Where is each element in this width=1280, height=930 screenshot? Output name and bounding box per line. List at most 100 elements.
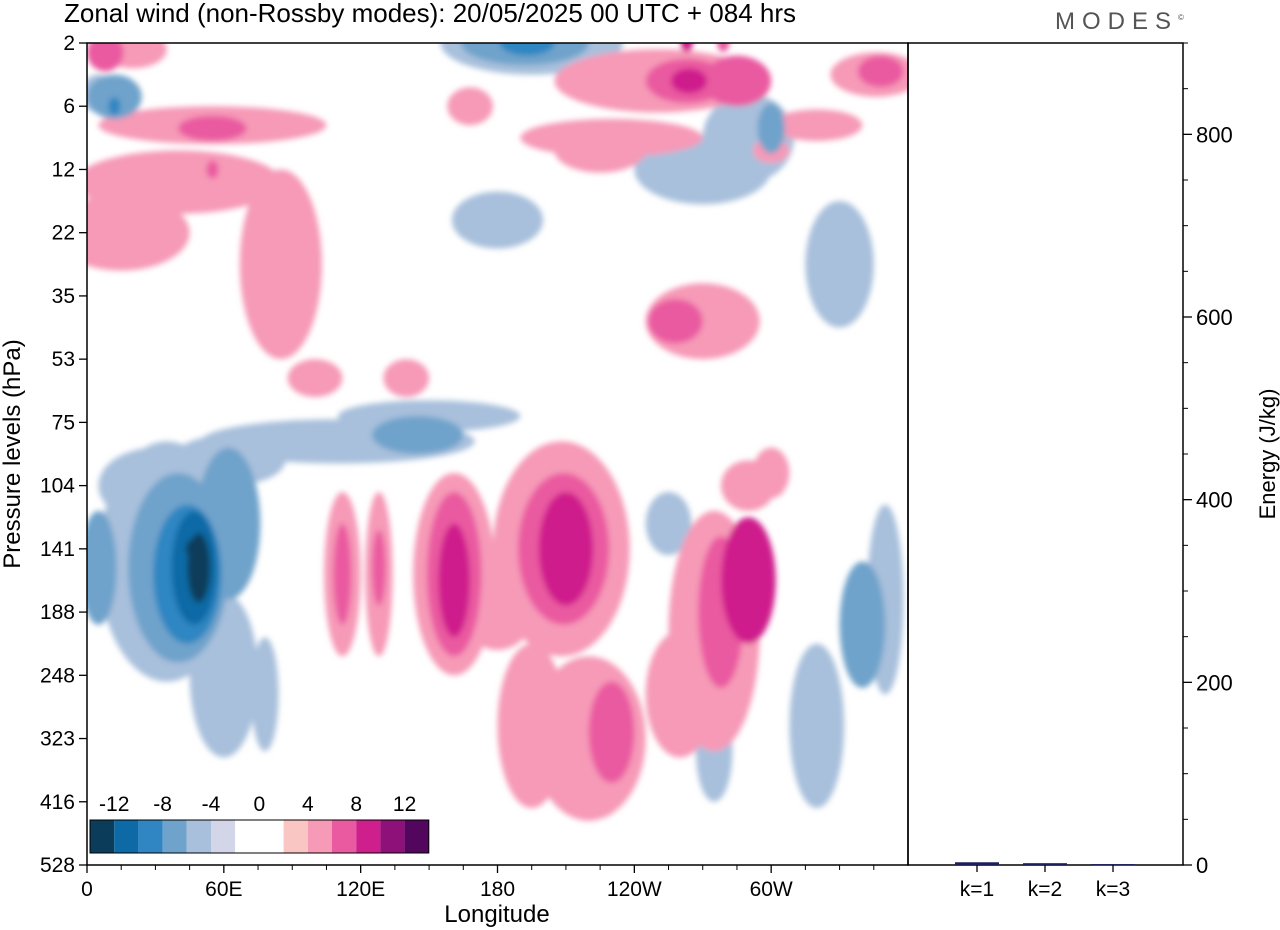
x-tick-label: 60W [750,878,793,901]
field-blobs [87,43,908,821]
axes: 0 60E 120E 180 120W 60W 2 6 12 22 35 53 75 104 141 188 2… [40,32,875,901]
energy-bar [1091,864,1135,866]
colorbar-swatch [259,820,284,853]
field-patch [857,55,904,88]
field-patch [497,643,566,809]
x-tick-label: 180 [480,878,515,901]
y-tick-label: 416 [40,791,75,814]
field-patch [805,201,874,328]
field-patch [438,523,471,638]
colorbar-swatch [162,820,187,853]
y-tick-label: 104 [40,475,75,498]
energy-bars: 0 200 400 600 800 k=1 k=2 k=3 [955,42,1233,901]
field-patch [239,169,322,360]
field-patch [702,55,772,107]
field-patch [720,460,776,511]
field-feature [521,43,534,52]
field-patch [771,109,863,142]
field-feature [206,160,219,179]
field-patch [645,631,715,758]
y-tick-label: 35 [52,285,75,308]
y-tick-label: 22 [52,222,75,245]
logo-text: MODES [1055,8,1179,35]
field-patch [757,103,785,154]
energy-bar [955,862,999,865]
colorbar: -12 -8 -4 0 4 8 12 [88,782,431,855]
y-tick-label: 188 [40,601,75,624]
colorbar-frame [89,819,430,854]
field-patch [839,561,886,688]
colorbar-swatch [235,820,260,853]
field-feature [448,539,461,558]
colorbar-label: 0 [254,793,266,816]
x-tick-label: 120E [336,878,385,901]
field-feature [108,97,121,116]
field-patch [720,517,776,644]
x-tick-label: 60E [205,878,242,901]
colorbar-label: 4 [302,793,314,816]
energy-tick-label: 0 [1196,853,1208,878]
colorbar-swatch [114,820,139,853]
colorbar-swatch [138,820,163,853]
chart-title: Zonal wind (non-Rossby modes): 20/05/202… [64,0,796,28]
y-tick-label: 323 [40,728,75,751]
colorbar-swatch [283,820,308,853]
energy-category-label: k=2 [1028,878,1062,901]
field-patch [554,128,646,173]
field-patch [178,115,247,142]
y-tick-label: 53 [52,348,75,371]
y-tick-label: 75 [52,411,75,434]
field-patch [87,43,124,72]
energy-category-label: k=1 [960,878,994,901]
colorbar-label: -12 [99,793,129,816]
x-tick-label: 120W [607,878,662,901]
y-tick-label: 2 [63,32,75,55]
colorbar-swatch [211,820,236,853]
heatmap-field [87,43,908,821]
field-patch [383,359,430,398]
field-patch [372,416,464,454]
field-feature [717,43,730,52]
energy-category-label: k=3 [1096,878,1130,901]
colorbar-swatch [356,820,381,853]
colorbar-swatch [380,820,405,853]
energy-tick-label: 800 [1196,122,1233,147]
x-tick-label: 0 [81,878,93,901]
colorbar-swatch [186,820,211,853]
field-patch [87,74,142,119]
field-feature [185,539,198,558]
energy-panel-frame [907,42,1184,866]
colorbar-label: -8 [153,793,172,816]
field-patch [251,637,279,752]
field-patch [451,191,544,249]
y-tick-label: 6 [63,95,75,118]
field-patch [447,87,493,126]
field-patch [648,299,703,344]
energy-tick-label: 400 [1196,488,1233,513]
energy-bar [1023,863,1067,865]
energy-axis-label: Energy (J/kg) [1255,389,1280,520]
energy-tick-label: 200 [1196,670,1233,695]
colorbar-label: 12 [393,793,416,816]
colorbar-label: -4 [202,793,221,816]
y-tick-label: 248 [40,664,75,687]
y-axis-label: Pressure levels (hPa) [0,339,26,568]
y-tick-label: 528 [40,854,75,877]
field-patch [789,643,845,809]
field-patch [87,194,190,271]
field-patch [333,523,352,625]
x-axis-label: Longitude [444,901,549,928]
colorbar-swatch [404,820,429,853]
energy-tick-label: 600 [1196,305,1233,330]
colorbar-swatch [90,820,115,853]
colorbar-swatch [332,820,357,853]
field-patch [372,529,386,606]
field-patch [670,68,708,94]
field-feature [680,43,693,52]
y-tick-label: 12 [52,158,75,181]
field-feature [559,539,572,558]
colorbar-swatch [307,820,332,853]
field-patch [287,359,343,398]
field-patch [588,681,635,783]
